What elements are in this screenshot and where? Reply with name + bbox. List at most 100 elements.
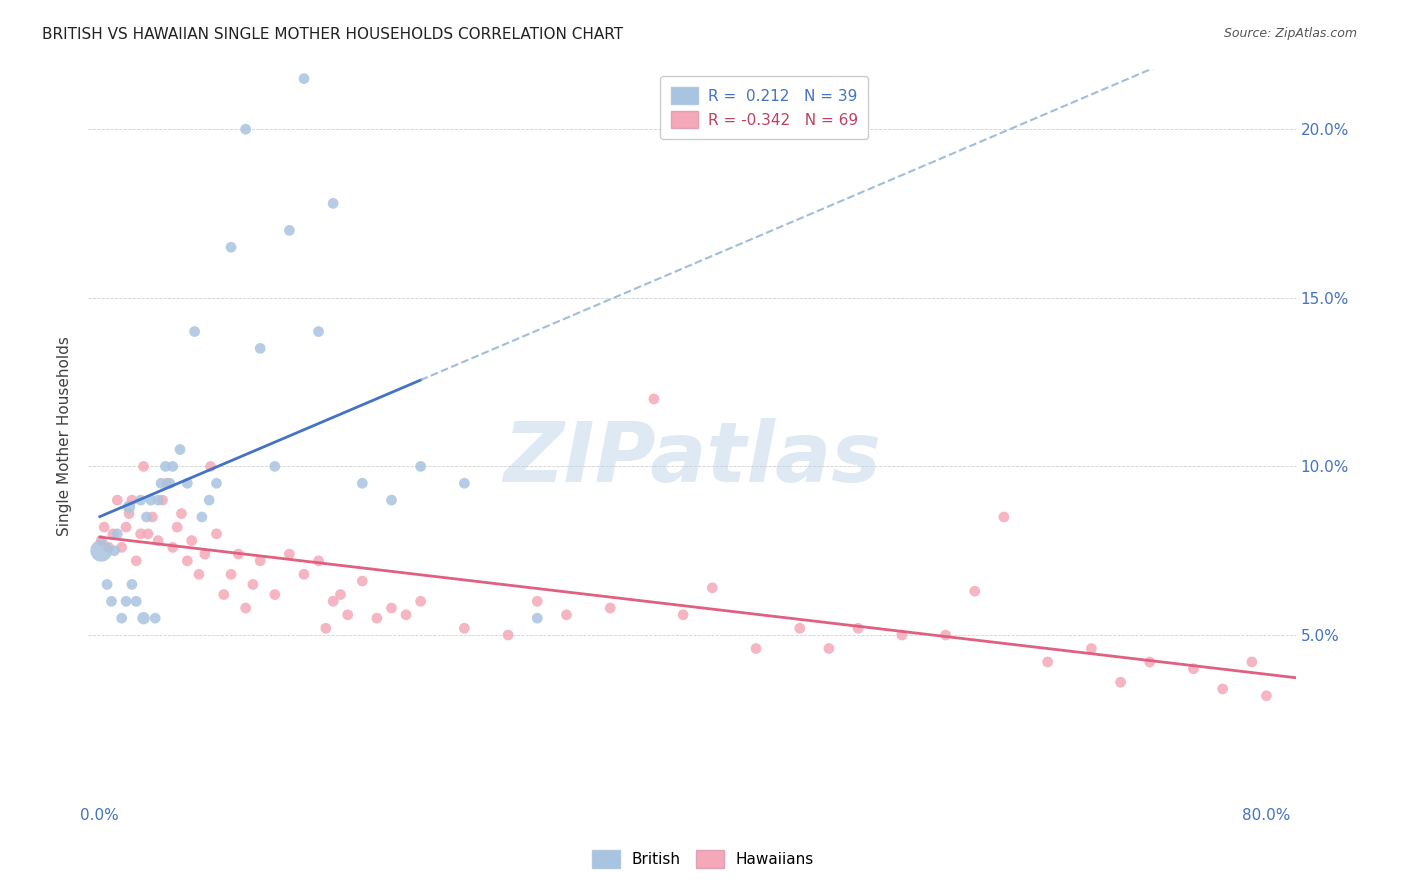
- Point: [219, 240, 242, 254]
- Point: [352, 476, 374, 491]
- Point: [132, 611, 155, 625]
- Point: [409, 459, 432, 474]
- Point: [219, 567, 242, 582]
- Point: [129, 493, 152, 508]
- Point: [169, 442, 191, 457]
- Point: [125, 594, 148, 608]
- Point: [180, 533, 202, 548]
- Point: [322, 594, 344, 608]
- Point: [129, 526, 152, 541]
- Text: ZIPatlas: ZIPatlas: [503, 417, 880, 499]
- Text: BRITISH VS HAWAIIAN SINGLE MOTHER HOUSEHOLDS CORRELATION CHART: BRITISH VS HAWAIIAN SINGLE MOTHER HOUSEH…: [42, 27, 623, 42]
- Point: [818, 641, 841, 656]
- Point: [1139, 655, 1161, 669]
- Point: [1080, 641, 1102, 656]
- Point: [1256, 689, 1278, 703]
- Point: [672, 607, 695, 622]
- Point: [111, 541, 134, 555]
- Point: [212, 588, 235, 602]
- Point: [90, 543, 112, 558]
- Point: [745, 641, 768, 656]
- Point: [166, 520, 188, 534]
- Point: [380, 601, 402, 615]
- Point: [235, 601, 257, 615]
- Point: [118, 507, 141, 521]
- Point: [136, 526, 159, 541]
- Point: [380, 493, 402, 508]
- Y-axis label: Single Mother Households: Single Mother Households: [58, 336, 72, 536]
- Point: [993, 510, 1015, 524]
- Point: [249, 342, 271, 356]
- Legend: British, Hawaiians: British, Hawaiians: [585, 843, 821, 875]
- Point: [146, 493, 169, 508]
- Point: [194, 547, 217, 561]
- Point: [176, 554, 198, 568]
- Point: [366, 611, 388, 625]
- Point: [526, 611, 548, 625]
- Point: [308, 325, 330, 339]
- Point: [453, 476, 475, 491]
- Point: [890, 628, 912, 642]
- Point: [170, 507, 193, 521]
- Point: [352, 574, 374, 588]
- Point: [162, 459, 184, 474]
- Point: [329, 588, 352, 602]
- Point: [96, 577, 118, 591]
- Point: [263, 588, 285, 602]
- Point: [146, 533, 169, 548]
- Point: [789, 621, 811, 635]
- Point: [105, 493, 128, 508]
- Point: [103, 543, 125, 558]
- Point: [143, 611, 166, 625]
- Point: [135, 510, 157, 524]
- Point: [205, 476, 228, 491]
- Point: [228, 547, 250, 561]
- Point: [191, 510, 214, 524]
- Point: [292, 71, 315, 86]
- Point: [90, 533, 112, 548]
- Point: [315, 621, 337, 635]
- Point: [963, 584, 986, 599]
- Point: [162, 541, 184, 555]
- Point: [132, 459, 155, 474]
- Point: [115, 594, 138, 608]
- Point: [1036, 655, 1059, 669]
- Point: [205, 526, 228, 541]
- Point: [139, 493, 162, 508]
- Point: [336, 607, 359, 622]
- Point: [156, 476, 179, 491]
- Point: [159, 476, 181, 491]
- Point: [599, 601, 621, 615]
- Point: [1109, 675, 1132, 690]
- Point: [155, 459, 177, 474]
- Point: [322, 196, 344, 211]
- Point: [150, 476, 173, 491]
- Point: [1240, 655, 1263, 669]
- Point: [97, 541, 120, 555]
- Point: [125, 554, 148, 568]
- Point: [1182, 662, 1205, 676]
- Point: [935, 628, 957, 642]
- Point: [643, 392, 665, 406]
- Text: Source: ZipAtlas.com: Source: ZipAtlas.com: [1223, 27, 1357, 40]
- Point: [278, 223, 301, 237]
- Point: [409, 594, 432, 608]
- Point: [121, 577, 143, 591]
- Point: [263, 459, 285, 474]
- Point: [118, 500, 141, 514]
- Point: [526, 594, 548, 608]
- Point: [200, 459, 222, 474]
- Point: [249, 554, 271, 568]
- Point: [292, 567, 315, 582]
- Point: [235, 122, 257, 136]
- Point: [152, 493, 174, 508]
- Point: [183, 325, 205, 339]
- Point: [100, 594, 122, 608]
- Point: [496, 628, 519, 642]
- Point: [242, 577, 264, 591]
- Point: [702, 581, 724, 595]
- Point: [105, 526, 128, 541]
- Point: [453, 621, 475, 635]
- Point: [141, 510, 163, 524]
- Point: [176, 476, 198, 491]
